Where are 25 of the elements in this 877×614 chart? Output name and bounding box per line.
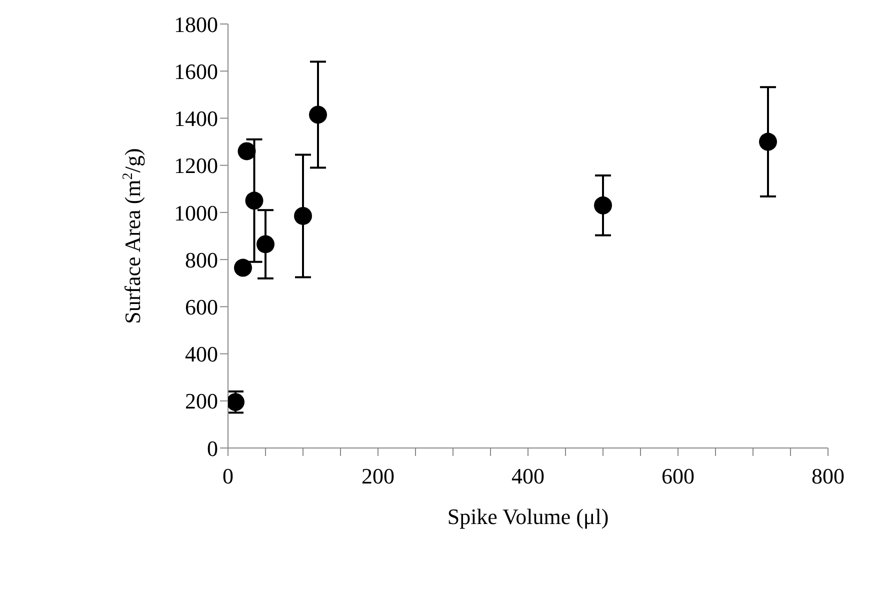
y-tick-label: 800 (185, 247, 218, 272)
y-tick-label: 0 (207, 436, 218, 461)
point (256, 235, 274, 254)
x-tick-label: 0 (222, 464, 234, 489)
x-tick-label: 200 (362, 464, 394, 489)
x-tick-label: 800 (812, 464, 844, 489)
point (234, 258, 252, 277)
y-tick-label: 1600 (174, 58, 218, 84)
y-tick-label: 200 (185, 388, 218, 414)
point (594, 196, 612, 214)
y-tick-label: 400 (185, 342, 218, 367)
point (309, 106, 327, 124)
y-tick-label: 600 (185, 294, 218, 320)
y-tick-label: 1400 (174, 106, 218, 132)
x-axis-title: Spike Volume (μl) (447, 504, 609, 529)
point (245, 192, 264, 210)
point (238, 142, 256, 160)
y-tick-label: 1000 (174, 200, 218, 226)
point (294, 206, 312, 225)
x-tick-label: 400 (512, 464, 544, 489)
point (228, 393, 244, 412)
y-tick-label: 1200 (174, 153, 218, 178)
x-tick-label: 600 (662, 464, 694, 489)
point (759, 132, 777, 151)
y-tick-label: 1800 (174, 12, 218, 37)
